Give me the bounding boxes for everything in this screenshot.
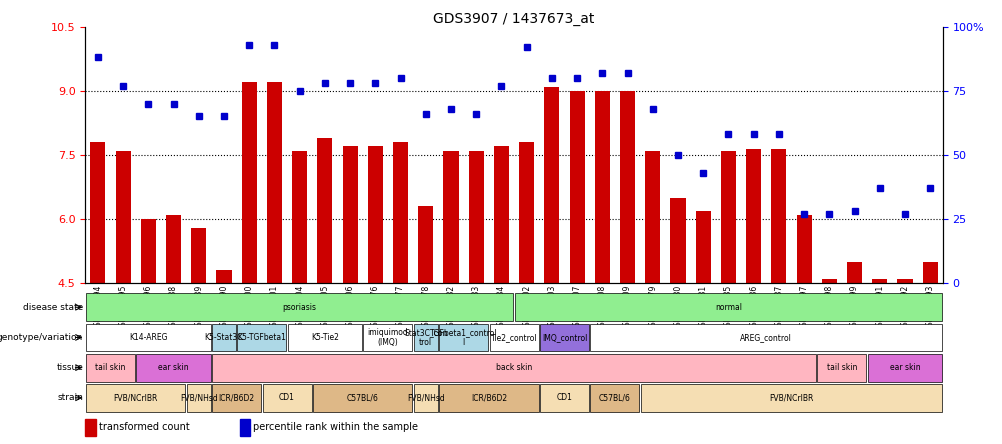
Bar <box>292 151 307 283</box>
Text: ear skin: ear skin <box>889 363 920 372</box>
Bar <box>489 324 538 351</box>
Bar <box>745 149 761 283</box>
Bar <box>922 262 937 283</box>
Bar <box>544 87 559 283</box>
Text: FVB/NCrIBR: FVB/NCrIBR <box>113 393 157 402</box>
Bar <box>211 384 261 412</box>
Text: K14-AREG: K14-AREG <box>129 333 167 342</box>
Text: imiquimod
(IMQ): imiquimod (IMQ) <box>367 328 408 347</box>
Bar <box>720 151 735 283</box>
Bar <box>186 384 210 412</box>
Bar <box>443 151 458 283</box>
Bar <box>363 324 412 351</box>
Bar <box>368 147 383 283</box>
Bar <box>267 82 282 283</box>
Bar <box>569 91 584 283</box>
Bar <box>669 198 685 283</box>
Bar <box>640 384 941 412</box>
Bar <box>846 262 862 283</box>
Text: back skin: back skin <box>495 363 532 372</box>
Bar <box>313 384 412 412</box>
Bar <box>439 384 538 412</box>
Bar <box>140 219 155 283</box>
Bar <box>594 91 609 283</box>
Bar <box>468 151 483 283</box>
Bar <box>590 384 638 412</box>
Text: TGFbeta1_control
l: TGFbeta1_control l <box>429 328 497 347</box>
Text: ICR/B6D2: ICR/B6D2 <box>218 393 255 402</box>
Bar <box>216 270 231 283</box>
Text: tissue: tissue <box>56 363 83 372</box>
Text: IMQ_control: IMQ_control <box>541 333 586 342</box>
Bar <box>590 324 941 351</box>
Bar <box>317 138 332 283</box>
Bar <box>393 142 408 283</box>
Text: psoriasis: psoriasis <box>283 303 317 312</box>
Bar <box>821 279 836 283</box>
Bar <box>796 215 811 283</box>
Bar <box>90 142 105 283</box>
Text: ICR/B6D2: ICR/B6D2 <box>470 393 506 402</box>
Text: FVB/NHsd: FVB/NHsd <box>179 393 217 402</box>
Text: genotype/variation: genotype/variation <box>0 333 83 342</box>
Bar <box>211 354 816 381</box>
Bar <box>211 324 235 351</box>
Text: FVB/NCrIBR: FVB/NCrIBR <box>769 393 813 402</box>
Text: K5-Tie2: K5-Tie2 <box>311 333 339 342</box>
Bar <box>239 419 249 436</box>
Bar <box>619 91 634 283</box>
Bar <box>519 142 534 283</box>
Bar <box>695 210 710 283</box>
Text: transformed count: transformed count <box>99 422 189 432</box>
Bar <box>191 228 206 283</box>
Text: disease state: disease state <box>23 303 83 312</box>
Bar <box>897 279 912 283</box>
Bar <box>771 149 786 283</box>
Bar <box>86 384 185 412</box>
Bar <box>439 324 488 351</box>
Bar <box>263 384 312 412</box>
Bar <box>539 324 588 351</box>
Bar <box>493 147 508 283</box>
Bar <box>644 151 659 283</box>
Bar <box>237 324 286 351</box>
Bar <box>165 215 181 283</box>
Text: Stat3C_con
trol: Stat3C_con trol <box>404 328 447 347</box>
Text: C57BL/6: C57BL/6 <box>347 393 379 402</box>
Text: AREG_control: AREG_control <box>739 333 792 342</box>
Bar <box>342 147 358 283</box>
Bar <box>86 324 210 351</box>
Bar <box>86 293 513 321</box>
Bar <box>85 419 95 436</box>
Text: K5-Stat3C: K5-Stat3C <box>204 333 243 342</box>
Bar <box>86 354 135 381</box>
Text: C57BL/6: C57BL/6 <box>598 393 630 402</box>
Bar <box>136 354 210 381</box>
Text: tail skin: tail skin <box>826 363 857 372</box>
Text: percentile rank within the sample: percentile rank within the sample <box>254 422 418 432</box>
Text: FVB/NHsd: FVB/NHsd <box>407 393 444 402</box>
Text: strain: strain <box>57 393 83 402</box>
Bar <box>414 384 437 412</box>
Title: GDS3907 / 1437673_at: GDS3907 / 1437673_at <box>433 12 594 26</box>
Text: ear skin: ear skin <box>158 363 188 372</box>
Bar <box>241 82 257 283</box>
Bar <box>539 384 588 412</box>
Bar <box>867 354 941 381</box>
Text: normal: normal <box>714 303 741 312</box>
Bar <box>414 324 437 351</box>
Text: K5-TGFbeta1: K5-TGFbeta1 <box>237 333 286 342</box>
Bar <box>514 293 941 321</box>
Bar <box>115 151 130 283</box>
Bar <box>418 206 433 283</box>
Text: CD1: CD1 <box>279 393 295 402</box>
Bar <box>288 324 362 351</box>
Bar <box>872 279 887 283</box>
Text: CD1: CD1 <box>556 393 572 402</box>
Text: Tie2_control: Tie2_control <box>490 333 537 342</box>
Text: tail skin: tail skin <box>95 363 125 372</box>
Bar <box>817 354 866 381</box>
